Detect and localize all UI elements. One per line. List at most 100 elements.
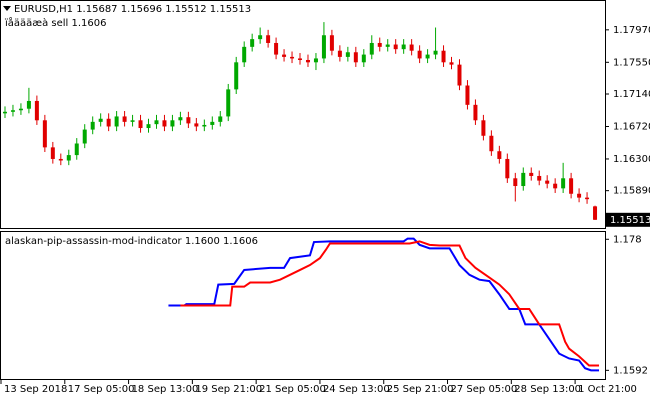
price-tag-label: 1.15513 (610, 215, 650, 226)
x-tick-label: 13 Sep 2018 (4, 384, 67, 395)
x-tick-label: 27 Sep 05:00 (451, 384, 518, 395)
candle-body (569, 178, 574, 194)
candle-body (329, 35, 334, 51)
candle-body (290, 56, 295, 59)
candle-body (425, 54, 430, 59)
chart-subtitle: ïåäääæà sell 1.1606 (4, 16, 107, 29)
candle-body (274, 42, 279, 55)
x-tick-label: 21 Sep 05:00 (259, 384, 326, 395)
candle-body (465, 85, 470, 105)
menu-arrow (3, 6, 11, 11)
candle-body (34, 100, 39, 121)
x-tick-label: 28 Sep 13:00 (514, 384, 581, 395)
candle-body (577, 193, 582, 198)
candle-body (497, 151, 502, 159)
candle-body (553, 183, 558, 189)
indicator-frame (0, 231, 606, 380)
candle-body (361, 54, 366, 63)
indicator-line (180, 240, 600, 367)
indicator-title: alaskan-pip-assassin-mod-indicator 1.160… (5, 236, 258, 247)
candle-body (146, 124, 151, 129)
candle-body (154, 120, 159, 125)
candle-body (473, 104, 478, 121)
candle-body (98, 118, 103, 122)
main-frame (0, 0, 606, 229)
candle-body (585, 197, 590, 200)
candle-body (138, 120, 143, 129)
y-tick-label: 1.17970 (613, 25, 650, 36)
candle-body (369, 42, 374, 55)
candle-body (266, 35, 271, 43)
candle-body (417, 50, 422, 59)
candle-body (441, 50, 446, 63)
candle-body (2, 111, 7, 114)
candle-body (130, 120, 135, 122)
candle-body (258, 35, 263, 40)
y-tick-label: 1.15890 (613, 186, 650, 197)
candle-body (537, 175, 542, 181)
candle-body (489, 135, 494, 152)
indicator-line (168, 237, 600, 372)
y-tick-label: 1.178 (613, 234, 642, 245)
candle-body (298, 58, 303, 60)
candle-body (202, 124, 207, 127)
candle-body (401, 44, 406, 50)
candle-body (433, 50, 438, 55)
candle-body (250, 39, 255, 47)
candle-body (178, 117, 183, 121)
candle-body (409, 44, 414, 51)
candle-body (305, 59, 310, 63)
candle-body (449, 62, 454, 65)
candle-body (42, 120, 47, 148)
chart-title: EURUSD,H1 1.15687 1.15696 1.15512 1.1551… (14, 4, 251, 15)
y-tick-label: 1.16720 (613, 121, 650, 132)
candle-body (242, 46, 247, 63)
candle-body (457, 64, 462, 86)
candle-body (353, 52, 358, 63)
candle-body (218, 116, 223, 122)
candle-body (58, 158, 63, 161)
candle-body (18, 108, 23, 111)
x-tick-label: 25 Sep 21:00 (387, 384, 454, 395)
price-tag (606, 212, 650, 227)
candle-body (337, 50, 342, 57)
y-tick-label: 1.1592 (613, 365, 648, 376)
candle-body (114, 116, 119, 127)
candle-body (234, 62, 239, 90)
candle-body (513, 178, 518, 187)
candle-body (593, 206, 598, 220)
candle-body (210, 121, 215, 125)
candle-body (226, 89, 231, 117)
candle-body (321, 35, 326, 59)
candle-body (282, 54, 287, 57)
candle-body (313, 58, 318, 63)
candle-body (74, 143, 79, 156)
candle-body (10, 110, 15, 112)
candle-body (50, 147, 55, 159)
candle-body (529, 172, 534, 176)
x-tick-label: 17 Sep 05:00 (68, 384, 135, 395)
candle-body (481, 120, 486, 136)
x-tick-label: 18 Sep 13:00 (132, 384, 199, 395)
candle-body (170, 120, 175, 127)
candle-body (122, 116, 127, 122)
x-tick-label: 1 Oct 21:00 (578, 384, 637, 395)
y-tick-label: 1.16300 (613, 154, 650, 165)
x-tick-label: 19 Sep 21:00 (195, 384, 262, 395)
candle-body (194, 123, 199, 127)
candle-body (90, 121, 95, 130)
candle-body (26, 100, 31, 109)
candle-body (393, 44, 398, 50)
candle-body (345, 52, 350, 57)
candle-body (377, 42, 382, 47)
candle-body (162, 120, 167, 127)
x-tick-label: 24 Sep 13:00 (323, 384, 390, 395)
y-tick-label: 1.17550 (613, 57, 650, 68)
candle-body (186, 117, 191, 124)
y-tick-label: 1.17140 (613, 89, 650, 100)
candle-body (66, 155, 71, 161)
candle-body (82, 129, 87, 144)
candle-body (521, 172, 526, 187)
